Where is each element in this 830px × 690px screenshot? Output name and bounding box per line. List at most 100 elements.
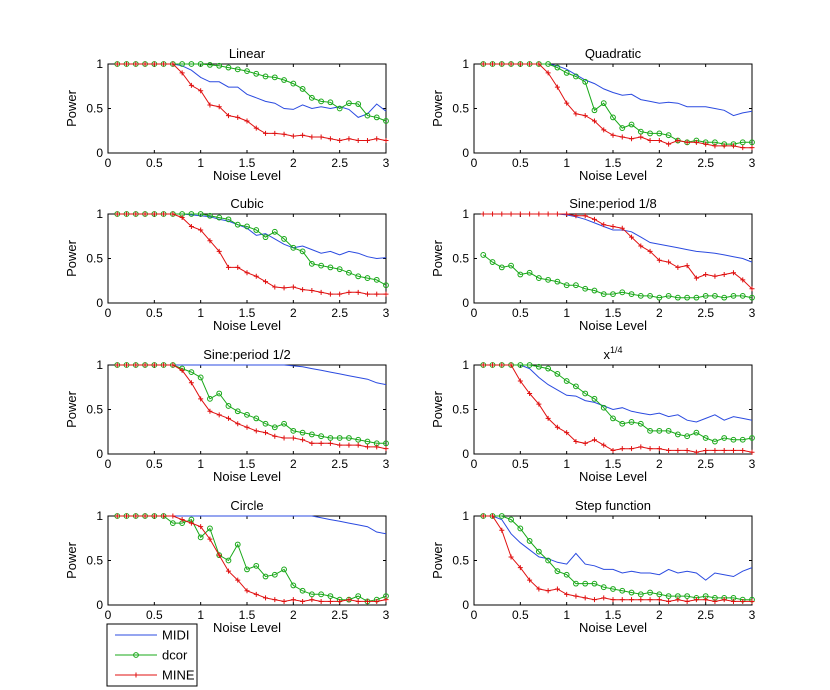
data-point-dcor <box>197 61 204 67</box>
x-tick-label: 2.5 <box>331 156 348 170</box>
y-tick-label: 0 <box>462 146 469 160</box>
y-tick-label: 1 <box>96 509 103 523</box>
data-point-mine <box>573 439 579 445</box>
data-point-dcor <box>216 214 223 221</box>
data-point-dcor <box>253 562 260 569</box>
data-point-mine <box>114 362 120 368</box>
data-point-mine <box>337 598 343 604</box>
data-point-mine <box>290 597 296 603</box>
data-point-mine <box>573 213 579 219</box>
y-tick-label: 1 <box>462 207 469 221</box>
x-tick-label: 0 <box>105 156 112 170</box>
data-point-dcor <box>712 292 718 299</box>
data-point-mine <box>564 430 570 436</box>
data-point-dcor <box>563 70 570 76</box>
data-point-dcor <box>665 593 672 599</box>
data-point-mine <box>309 597 315 603</box>
data-point-mine <box>675 264 681 270</box>
data-point-mine <box>545 70 551 76</box>
data-point-mine <box>573 593 579 599</box>
y-tick-label: 0.5 <box>86 102 103 116</box>
series-line-dcor <box>483 63 752 145</box>
data-point-dcor <box>327 435 334 441</box>
series-mine <box>114 211 389 297</box>
x-tick-label: 2 <box>656 608 663 622</box>
data-point-mine <box>619 446 625 452</box>
data-point-mine <box>133 362 139 368</box>
data-point-dcor <box>262 420 269 427</box>
y-axis-label: Power <box>430 89 445 127</box>
data-point-dcor <box>318 98 325 105</box>
data-point-dcor <box>693 294 700 301</box>
series-dcor <box>114 211 389 289</box>
data-point-mine <box>216 552 222 558</box>
data-point-mine <box>272 284 278 290</box>
data-point-mine <box>610 223 616 229</box>
data-point-mine <box>114 513 120 519</box>
data-point-dcor <box>290 80 297 87</box>
data-point-mine <box>480 362 486 368</box>
data-point-dcor <box>563 571 570 578</box>
x-tick-label: 2.5 <box>697 156 714 170</box>
data-point-dcor <box>308 591 315 598</box>
data-point-dcor <box>591 395 598 402</box>
x-tick-label: 0.5 <box>146 306 163 320</box>
data-point-dcor <box>234 66 241 73</box>
data-point-mine <box>554 84 560 90</box>
data-point-mine <box>582 595 588 601</box>
data-point-mine <box>601 127 607 133</box>
data-point-mine <box>693 449 699 455</box>
data-point-mine <box>133 61 139 67</box>
data-point-mine <box>179 367 185 373</box>
x-tick-label: 2.5 <box>331 608 348 622</box>
series-line-mine <box>483 213 753 290</box>
data-point-mine <box>480 513 486 519</box>
data-point-dcor <box>749 139 755 146</box>
data-point-dcor <box>327 99 334 106</box>
data-point-dcor <box>665 132 672 139</box>
data-point-mine <box>253 428 259 434</box>
data-point-mine <box>300 132 306 138</box>
data-point-dcor <box>517 271 524 278</box>
data-point-dcor <box>554 371 561 377</box>
data-point-dcor <box>336 105 343 112</box>
data-point-dcor <box>582 285 589 292</box>
series-midi <box>483 63 753 117</box>
data-point-mine <box>253 273 259 279</box>
data-point-dcor <box>216 62 223 69</box>
data-point-mine <box>327 136 333 142</box>
data-point-mine <box>647 446 653 452</box>
data-point-mine <box>749 598 755 604</box>
y-tick-label: 0 <box>462 598 469 612</box>
y-tick-label: 0 <box>96 447 103 461</box>
x-tick-label: 0.5 <box>512 608 529 622</box>
data-point-mine <box>346 289 352 295</box>
data-point-mine <box>490 61 496 67</box>
x-tick-label: 3 <box>749 306 756 320</box>
data-point-mine <box>656 446 662 452</box>
data-point-mine <box>263 279 269 285</box>
data-point-mine <box>666 598 672 604</box>
y-tick-label: 0 <box>462 296 469 310</box>
data-point-dcor <box>262 73 269 80</box>
data-point-mine <box>730 447 736 453</box>
data-point-mine <box>374 598 380 604</box>
data-point-mine <box>170 61 176 67</box>
series-line-dcor <box>483 364 753 443</box>
subplot-4: Sine:period 1/8 0 0.5 1 1.5 2 2.5 3 0 0.5 1 Noise L… <box>430 196 756 333</box>
data-point-mine <box>374 444 380 450</box>
data-point-mine <box>480 61 486 67</box>
data-point-dcor <box>207 395 213 402</box>
data-point-dcor <box>545 61 552 67</box>
data-point-dcor <box>573 580 579 587</box>
data-point-mine <box>619 597 625 603</box>
legend: MIDI dcor MINE <box>106 623 198 687</box>
data-point-dcor <box>271 424 278 431</box>
data-point-dcor <box>346 435 352 441</box>
data-point-mine <box>629 446 635 452</box>
data-point-mine <box>188 82 194 88</box>
data-point-dcor <box>563 378 570 384</box>
data-point-mine <box>114 211 120 217</box>
data-point-dcor <box>346 269 352 276</box>
data-point-mine <box>300 598 306 604</box>
